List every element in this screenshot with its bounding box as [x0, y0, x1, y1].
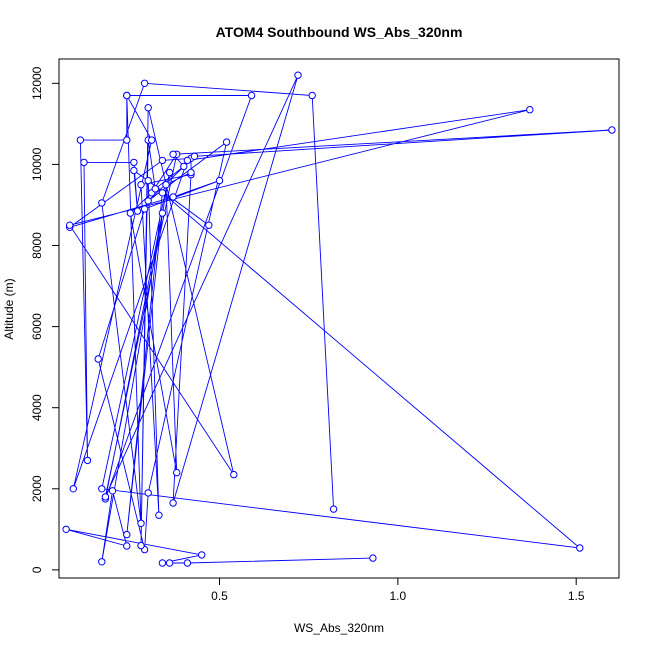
data-point: [158, 189, 167, 197]
x-tick-label: 0.5: [211, 589, 228, 603]
data-point: [98, 558, 106, 566]
data-point: [230, 470, 238, 479]
data-point: [144, 176, 152, 185]
x-tick-label: 1.5: [568, 589, 585, 603]
data-point: [123, 136, 131, 144]
y-tick-label: 8000: [30, 232, 44, 259]
data-point: [130, 166, 138, 175]
data-point: [576, 544, 584, 552]
y-tick-label: 12000: [30, 66, 44, 100]
y-axis-label: Altitude (m): [2, 278, 16, 339]
x-axis-label: WS_Abs_320nm: [294, 621, 384, 635]
data-point: [158, 559, 167, 567]
data-point: [169, 499, 177, 507]
data-point: [66, 221, 74, 229]
data-point: [76, 136, 85, 144]
x-tick-label: 1.0: [390, 589, 407, 603]
data-point: [101, 493, 110, 501]
data-point: [133, 207, 142, 215]
data-point: [329, 505, 338, 513]
data-point: [144, 197, 152, 205]
data-point: [222, 138, 231, 146]
y-tick-label: 2000: [30, 475, 44, 502]
data-point: [215, 176, 224, 185]
data-point: [205, 221, 213, 229]
data-point: [130, 158, 138, 167]
data-point: [144, 489, 152, 497]
data-point: [108, 487, 117, 495]
data-point: [80, 158, 88, 167]
chart-title: ATOM4 Southbound WS_Abs_320nm: [216, 24, 463, 40]
data-point: [169, 150, 177, 159]
series-layer: [62, 71, 616, 567]
data-point: [190, 152, 199, 161]
data-point: [198, 551, 206, 559]
data-point: [158, 156, 167, 165]
data-point: [165, 559, 174, 567]
data-point: [137, 541, 145, 550]
data-point: [180, 162, 188, 171]
data-point: [94, 355, 102, 363]
data-point: [155, 511, 163, 519]
data-point: [158, 209, 167, 217]
y-tick-label: 6000: [30, 313, 44, 340]
data-point: [123, 542, 131, 550]
data-point: [144, 104, 152, 112]
data-point: [308, 91, 316, 100]
y-tick-label: 0: [30, 566, 44, 573]
data-point: [140, 79, 149, 88]
y-tick-label: 10000: [30, 147, 44, 181]
data-point: [169, 193, 177, 201]
data-point: [83, 456, 92, 465]
data-point: [148, 136, 156, 144]
axes: 0.5 1.0 1.5 0 2000 4000 6000 8000 10000 12000: [30, 66, 585, 603]
data-point: [608, 126, 616, 134]
data-point: [137, 181, 145, 189]
data-point: [69, 485, 78, 493]
data-point: [151, 185, 160, 193]
data-point: [183, 156, 192, 165]
data-point: [294, 71, 302, 79]
data-point: [126, 209, 135, 217]
data-point: [123, 530, 131, 539]
data-point: [140, 205, 149, 213]
data-point: [123, 91, 131, 100]
data-point: [183, 559, 192, 567]
data-point: [98, 485, 106, 493]
data-point: [98, 199, 106, 207]
data-point: [165, 168, 174, 177]
data-point: [526, 106, 534, 114]
data-point: [187, 168, 195, 177]
data-point: [247, 91, 256, 100]
data-point: [62, 525, 70, 533]
data-point: [173, 468, 181, 477]
data-point: [369, 554, 377, 562]
y-tick-label: 4000: [30, 394, 44, 421]
data-point: [162, 181, 170, 189]
series-line: [65, 75, 612, 564]
data-point: [137, 519, 145, 527]
